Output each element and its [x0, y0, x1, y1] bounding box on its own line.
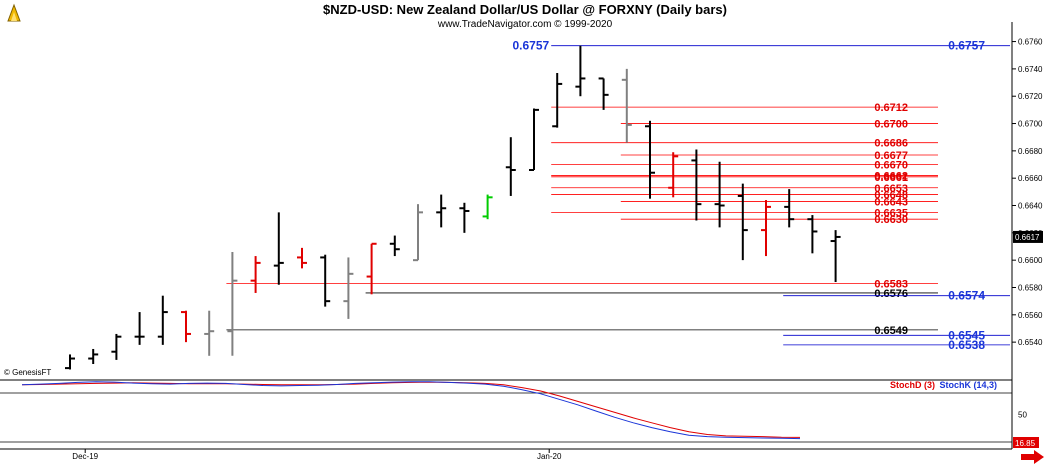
- ohlc-bar: [413, 204, 423, 262]
- level-label: 0.6700: [874, 119, 908, 131]
- stoch-last-label: 16.85: [1015, 439, 1036, 448]
- x-tick-label: Jan-20: [537, 452, 562, 461]
- level-label-left: 0.6757: [512, 39, 549, 53]
- ohlc-bar: [737, 183, 748, 261]
- level-label: 0.6576: [874, 288, 908, 300]
- ohlc-bar: [459, 202, 470, 233]
- ohlc-bar: [343, 257, 354, 319]
- y-tick-label: 0.6720: [1018, 92, 1043, 101]
- level-label: 0.6712: [874, 102, 908, 114]
- ohlc-bar: [505, 137, 516, 196]
- ohlc-bar: [668, 152, 679, 198]
- y-tick-label: 0.6660: [1018, 174, 1043, 183]
- ohlc-bar: [436, 194, 447, 228]
- ohlc-bar: [273, 212, 284, 285]
- ohlc-bar: [784, 189, 795, 228]
- ohlc-bar: [227, 251, 238, 356]
- y-tick-label: 0.6680: [1018, 147, 1043, 156]
- y-tick-label: 0.6640: [1018, 202, 1043, 211]
- legend-stoch-k: StochK (14,3): [939, 380, 997, 390]
- stoch-last-badge: [1013, 437, 1039, 448]
- ohlc-bar: [366, 242, 377, 295]
- ohlc-bar: [598, 77, 609, 110]
- y-tick-label: 0.6760: [1018, 38, 1043, 47]
- level-label: 0.6677: [874, 150, 908, 162]
- last-price-label: 0.6617: [1015, 233, 1040, 242]
- level-label: 0.6538: [948, 338, 985, 352]
- scroll-right-arrow-icon[interactable]: [1021, 450, 1044, 464]
- ohlc-bar: [320, 254, 331, 307]
- level-label: 0.6574: [948, 289, 985, 303]
- level-label: 0.6583: [874, 278, 908, 290]
- level-label: 0.6661: [874, 172, 908, 184]
- ohlc-bar: [111, 333, 122, 360]
- ohlc-bar: [181, 310, 191, 343]
- ohlc-bar: [134, 312, 145, 345]
- level-label: 0.6653: [874, 183, 908, 195]
- level-label: 0.6648: [874, 190, 908, 202]
- ohlc-bar: [88, 348, 99, 364]
- level-label: 0.6670: [874, 160, 908, 172]
- ohlc-bar: [714, 161, 725, 228]
- last-price-badge: [1013, 230, 1043, 243]
- ohlc-bar: [830, 230, 841, 283]
- y-tick-label: 0.6700: [1018, 120, 1043, 129]
- ohlc-bar: [645, 120, 655, 199]
- ohlc-bar: [297, 247, 307, 269]
- ohlc-bar: [552, 72, 563, 128]
- chart-subtitle: www.TradeNavigator.com © 1999-2020: [437, 19, 613, 30]
- y-tick-label: 0.6540: [1018, 338, 1043, 347]
- ohlc-bar: [691, 149, 702, 221]
- ohlc-bar: [621, 68, 632, 143]
- ohlc-bar: [529, 108, 539, 171]
- ohlc-bar: [204, 310, 215, 356]
- level-label: 0.6545: [948, 328, 985, 342]
- stoch-k-line: [21, 381, 801, 440]
- level-label: 0.6635: [874, 207, 908, 219]
- y-tick-label: 0.6740: [1018, 65, 1043, 74]
- ohlc-bar: [482, 194, 493, 220]
- chart-title: $NZD-USD: New Zealand Dollar/US Dollar @…: [323, 2, 727, 17]
- ohlc-bar: [65, 354, 75, 370]
- ohlc-bar: [807, 215, 818, 254]
- ohlc-bar: [575, 45, 586, 97]
- level-label: 0.6643: [874, 196, 908, 208]
- y-tick-label: 0.6600: [1018, 256, 1043, 265]
- stoch-d-line: [21, 381, 801, 438]
- x-tick-label: Dec-19: [72, 452, 98, 461]
- ohlc-bar: [250, 256, 261, 293]
- y-tick-label: 0.6580: [1018, 283, 1043, 292]
- y-tick-label: 0.6560: [1018, 311, 1043, 320]
- legend-stoch-d: StochD (3): [890, 380, 935, 390]
- level-label: 0.6630: [874, 214, 908, 226]
- ohlc-bar: [157, 295, 168, 345]
- ohlc-bar: [761, 200, 771, 257]
- genesis-watermark: © GenesisFT: [4, 368, 51, 377]
- stoch-tick-label: 50: [1018, 411, 1027, 420]
- level-label: 0.6757: [948, 39, 985, 53]
- level-label: 0.6549: [874, 325, 908, 337]
- ohlc-bar: [389, 235, 400, 257]
- level-label: 0.6686: [874, 138, 908, 150]
- trade-navigator-logo-icon: [7, 3, 21, 22]
